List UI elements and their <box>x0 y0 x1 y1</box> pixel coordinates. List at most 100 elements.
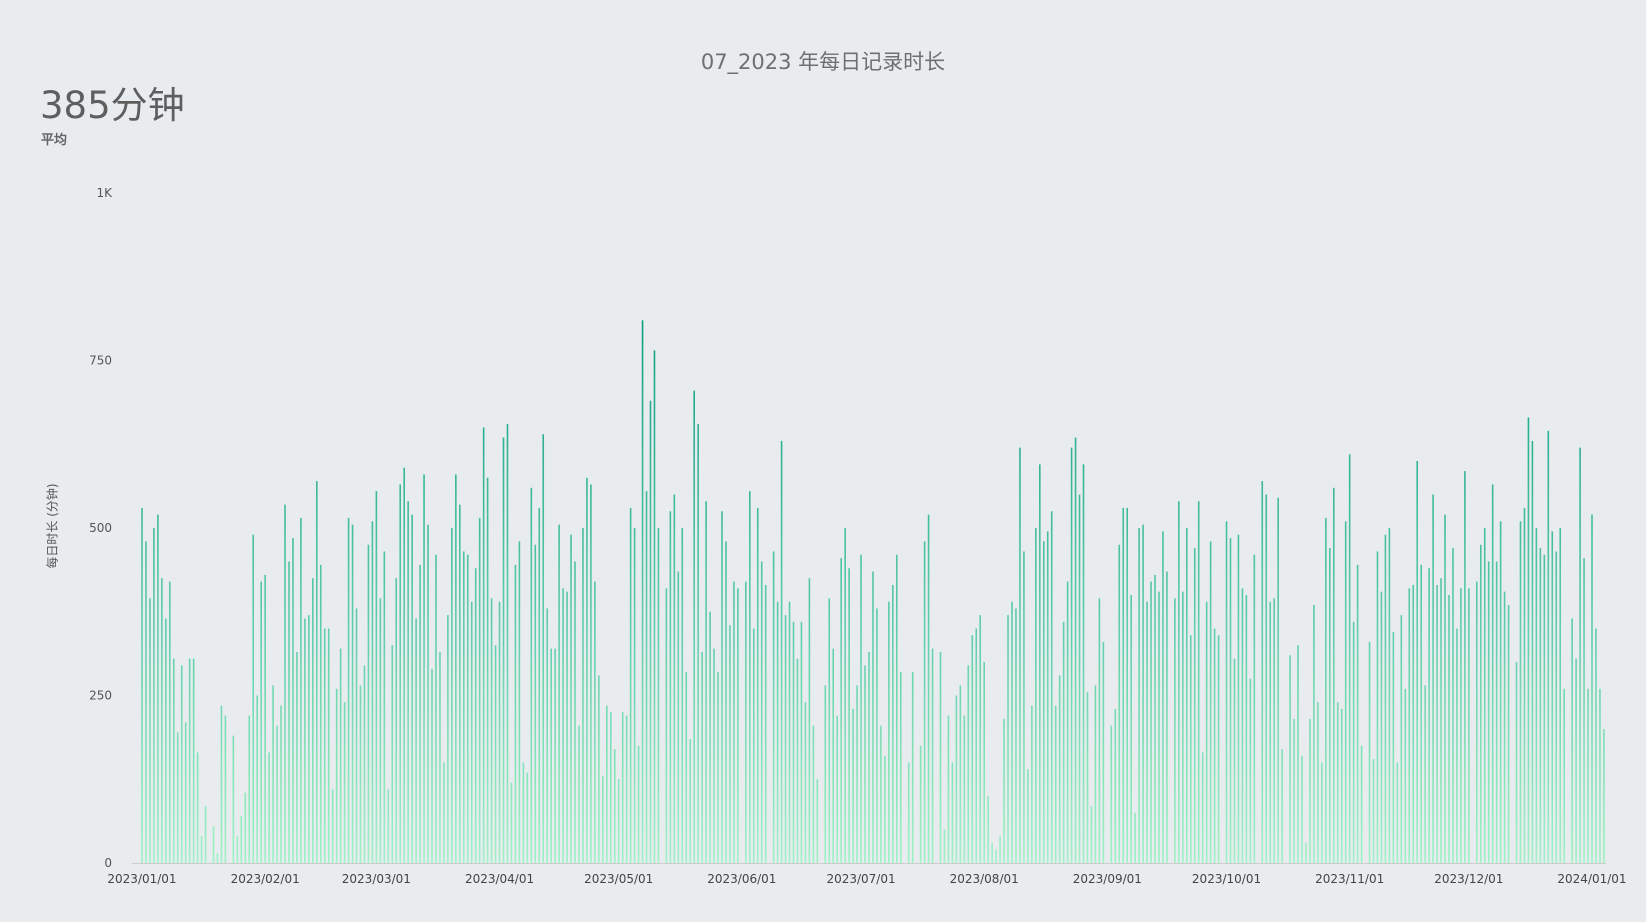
bar[interactable] <box>1070 447 1073 863</box>
bar[interactable] <box>554 648 556 863</box>
bar[interactable] <box>351 524 354 863</box>
bar[interactable] <box>649 400 652 863</box>
bar[interactable] <box>176 732 179 863</box>
bar[interactable] <box>1098 598 1101 863</box>
bar[interactable] <box>1325 517 1327 863</box>
bar[interactable] <box>669 511 672 863</box>
bar[interactable] <box>633 528 636 863</box>
bar[interactable] <box>1432 494 1434 864</box>
bar[interactable] <box>546 608 549 863</box>
bar[interactable] <box>1229 538 1232 863</box>
bar[interactable] <box>1380 591 1383 863</box>
bar[interactable] <box>1158 591 1160 863</box>
bar[interactable] <box>899 672 902 863</box>
bar[interactable] <box>1428 568 1430 863</box>
bar[interactable] <box>574 561 576 864</box>
bar[interactable] <box>1122 507 1125 863</box>
bar[interactable] <box>1408 588 1411 863</box>
bar[interactable] <box>721 511 723 863</box>
bar[interactable] <box>975 628 978 864</box>
bar[interactable] <box>609 712 612 863</box>
bar[interactable] <box>415 618 417 863</box>
bar[interactable] <box>760 561 763 864</box>
bar[interactable] <box>995 849 997 863</box>
bar[interactable] <box>1499 521 1502 863</box>
bar[interactable] <box>939 651 942 863</box>
bar[interactable] <box>1007 615 1009 863</box>
bar[interactable] <box>272 685 274 863</box>
bar[interactable] <box>1134 812 1136 863</box>
bar[interactable] <box>1074 437 1077 863</box>
bar[interactable] <box>196 752 199 863</box>
bar[interactable] <box>1400 615 1403 863</box>
bar[interactable] <box>1297 645 1299 863</box>
bar[interactable] <box>462 551 465 863</box>
bar[interactable] <box>752 628 755 864</box>
bar[interactable] <box>1464 471 1466 863</box>
bar[interactable] <box>1054 705 1057 863</box>
bar[interactable] <box>919 745 922 863</box>
bar[interactable] <box>216 852 219 863</box>
bar[interactable] <box>709 611 711 863</box>
bar[interactable] <box>852 708 854 863</box>
bar[interactable] <box>617 779 620 863</box>
bar[interactable] <box>931 648 934 863</box>
bar[interactable] <box>566 591 568 863</box>
bar[interactable] <box>375 491 378 863</box>
bar[interactable] <box>371 521 374 863</box>
bar[interactable] <box>526 772 529 863</box>
bar[interactable] <box>478 517 481 863</box>
bar[interactable] <box>1424 685 1426 863</box>
bar[interactable] <box>1102 641 1105 863</box>
bar[interactable] <box>192 658 195 863</box>
bar[interactable] <box>1313 605 1315 863</box>
bar[interactable] <box>312 578 314 863</box>
bar[interactable] <box>1336 702 1339 863</box>
bar[interactable] <box>248 715 251 863</box>
bar[interactable] <box>1392 631 1395 863</box>
bar[interactable] <box>236 836 239 863</box>
bar[interactable] <box>498 601 501 863</box>
bar[interactable] <box>268 752 270 863</box>
bar[interactable] <box>784 615 787 863</box>
bar[interactable] <box>1253 554 1256 863</box>
bar[interactable] <box>514 564 517 863</box>
bar[interactable] <box>1142 524 1144 863</box>
bar[interactable] <box>1193 548 1196 863</box>
bar[interactable] <box>200 836 203 863</box>
bar[interactable] <box>443 762 445 864</box>
bar[interactable] <box>1301 755 1303 863</box>
bar[interactable] <box>1479 544 1482 863</box>
bar[interactable] <box>232 735 235 863</box>
bar[interactable] <box>955 695 958 864</box>
bar[interactable] <box>1404 688 1407 863</box>
bar[interactable] <box>1591 514 1593 863</box>
bar[interactable] <box>1396 762 1399 864</box>
bar[interactable] <box>888 601 890 863</box>
bar[interactable] <box>1321 762 1323 864</box>
bar[interactable] <box>1515 662 1518 863</box>
bar[interactable] <box>224 715 227 863</box>
bar[interactable] <box>455 474 457 863</box>
bar[interactable] <box>220 705 223 863</box>
bar[interactable] <box>1154 574 1156 863</box>
bar[interactable] <box>1182 591 1184 863</box>
bar[interactable] <box>657 528 660 863</box>
bar[interactable] <box>1352 621 1355 863</box>
bar[interactable] <box>602 775 604 863</box>
bar[interactable] <box>1440 578 1442 863</box>
bar[interactable] <box>252 534 255 863</box>
bar[interactable] <box>411 514 413 863</box>
bar[interactable] <box>423 474 425 863</box>
bar[interactable] <box>1237 534 1240 863</box>
bar[interactable] <box>1416 461 1419 863</box>
bar[interactable] <box>1217 635 1220 863</box>
bar[interactable] <box>240 816 243 863</box>
bar[interactable] <box>665 588 668 863</box>
bar[interactable] <box>685 672 688 863</box>
bar[interactable] <box>590 484 592 863</box>
bar[interactable] <box>482 427 485 864</box>
bar[interactable] <box>983 662 985 863</box>
bar[interactable] <box>308 615 310 863</box>
bar[interactable] <box>296 651 298 863</box>
